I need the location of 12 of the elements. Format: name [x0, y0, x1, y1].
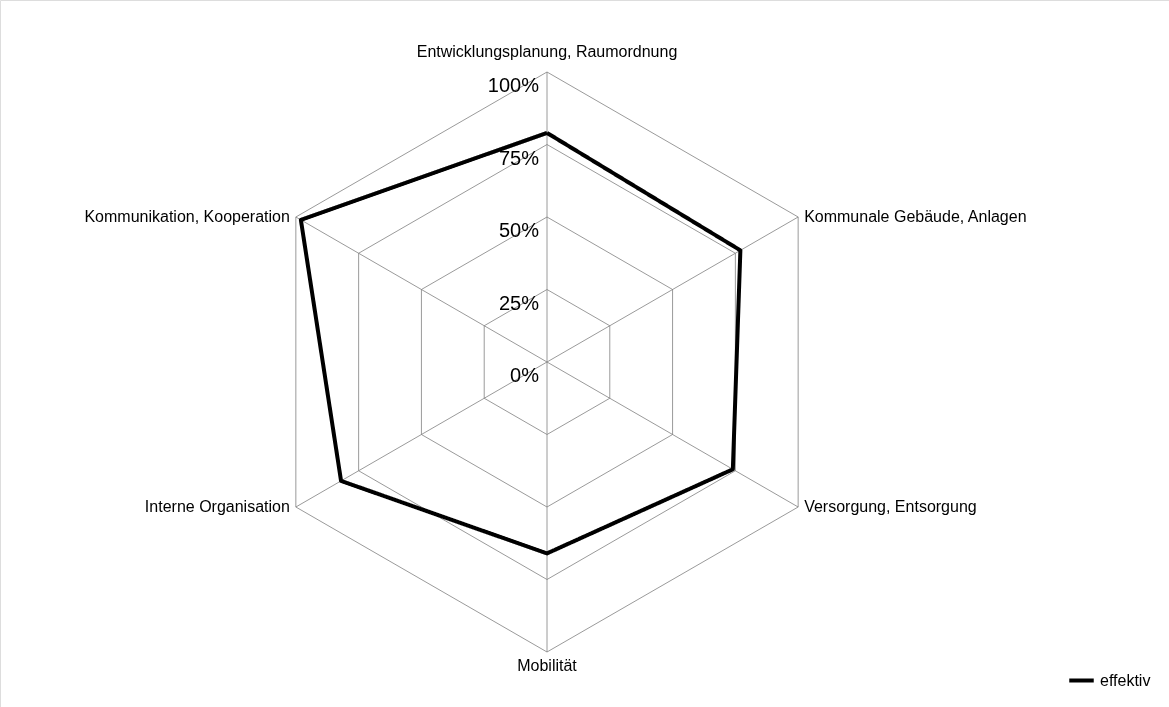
spoke-label: Kommunale Gebäude, Anlagen — [804, 208, 1027, 225]
spoke-label: Interne Organisation — [144, 498, 290, 515]
y-tick-label: 50% — [498, 219, 540, 241]
y-tick-label: 0% — [510, 364, 540, 386]
y-tick-label: 25% — [498, 291, 540, 314]
spoke-label: Kommunikation, Kooperation — [84, 208, 290, 225]
spoke-label: Entwicklungsplanung, Raumordnung — [416, 43, 678, 60]
legend-label: effektiv — [1100, 671, 1151, 689]
y-tick-label: 100% — [487, 74, 540, 96]
spoke-label: Mobilität — [517, 657, 578, 674]
spoke-label: Versorgung, Entsorgung — [804, 498, 977, 515]
y-tick-label: 75% — [498, 146, 540, 169]
